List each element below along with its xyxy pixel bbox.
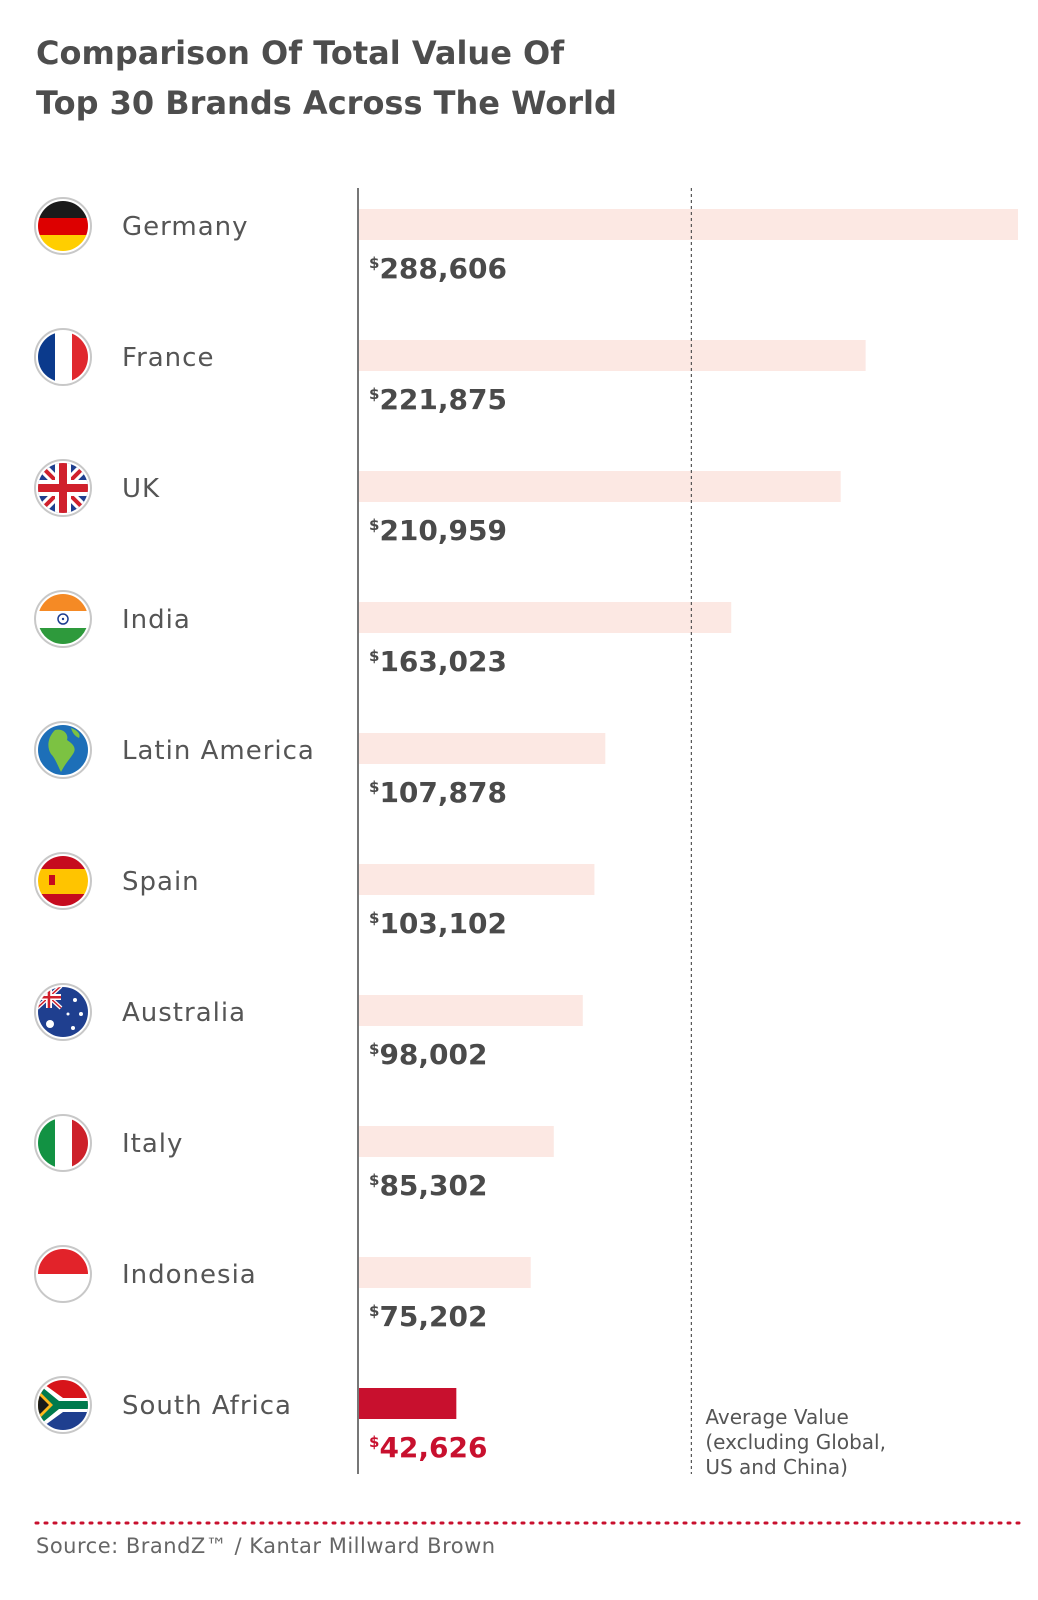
value-label-germany: $288,606 — [369, 252, 507, 285]
chart-title-line-2: Top 30 Brands Across The World — [36, 84, 617, 122]
bar-uk — [359, 471, 841, 502]
category-label-indonesia: Indonesia — [122, 1260, 257, 1290]
bar-spain — [359, 864, 595, 895]
value-label-indonesia: $75,202 — [369, 1300, 488, 1333]
south-africa-flag-icon — [34, 1376, 92, 1434]
australia-flag-icon — [34, 983, 92, 1041]
category-label-south-africa: South Africa — [122, 1391, 292, 1421]
category-label-italy: Italy — [122, 1129, 183, 1159]
category-label-australia: Australia — [122, 998, 246, 1028]
bar-latin-america — [359, 733, 606, 764]
value-label-uk: $210,959 — [369, 514, 507, 547]
value-label-india: $163,023 — [369, 645, 507, 678]
france-flag-icon — [34, 328, 92, 386]
category-label-india: India — [122, 605, 191, 635]
category-label-uk: UK — [122, 474, 160, 504]
uk-flag-icon — [34, 459, 92, 517]
bar-indonesia — [359, 1257, 531, 1288]
value-label-italy: $85,302 — [369, 1169, 488, 1202]
india-flag-icon — [34, 590, 92, 648]
spain-flag-icon — [34, 852, 92, 910]
value-label-latin-america: $107,878 — [369, 776, 507, 809]
category-label-germany: Germany — [122, 212, 249, 242]
bar-south-africa — [359, 1388, 457, 1419]
average-value-note: Average Value (excluding Global, US and Ch… — [705, 1405, 886, 1479]
bar-italy — [359, 1126, 554, 1157]
category-label-spain: Spain — [122, 867, 200, 897]
flags-layer — [34, 197, 92, 1434]
italy-flag-icon — [34, 1114, 92, 1172]
value-label-france: $221,875 — [369, 383, 507, 416]
value-label-australia: $98,002 — [369, 1038, 488, 1071]
bar-france — [359, 340, 866, 371]
chart-title-line-1: Comparison Of Total Value Of — [36, 34, 565, 72]
source-note: Source: BrandZ™ / Kantar Millward Brown — [36, 1534, 496, 1558]
chart-title: Comparison Of Total Value Of Top 30 Bran… — [36, 28, 936, 128]
value-label-spain: $103,102 — [369, 907, 507, 940]
bar-germany — [359, 209, 1018, 240]
category-label-latin-america: Latin America — [122, 736, 315, 766]
latin-america-globe-icon — [34, 721, 92, 779]
germany-flag-icon — [34, 197, 92, 255]
bars-layer — [359, 209, 1018, 1419]
value-label-south-africa: $42,626 — [369, 1431, 488, 1464]
category-label-france: France — [122, 343, 214, 373]
bar-australia — [359, 995, 583, 1026]
bar-india — [359, 602, 732, 633]
labels-layer: Germany $288,606 France $221,875 UK $210,959 I… — [122, 212, 507, 1464]
indonesia-flag-icon — [34, 1245, 92, 1303]
